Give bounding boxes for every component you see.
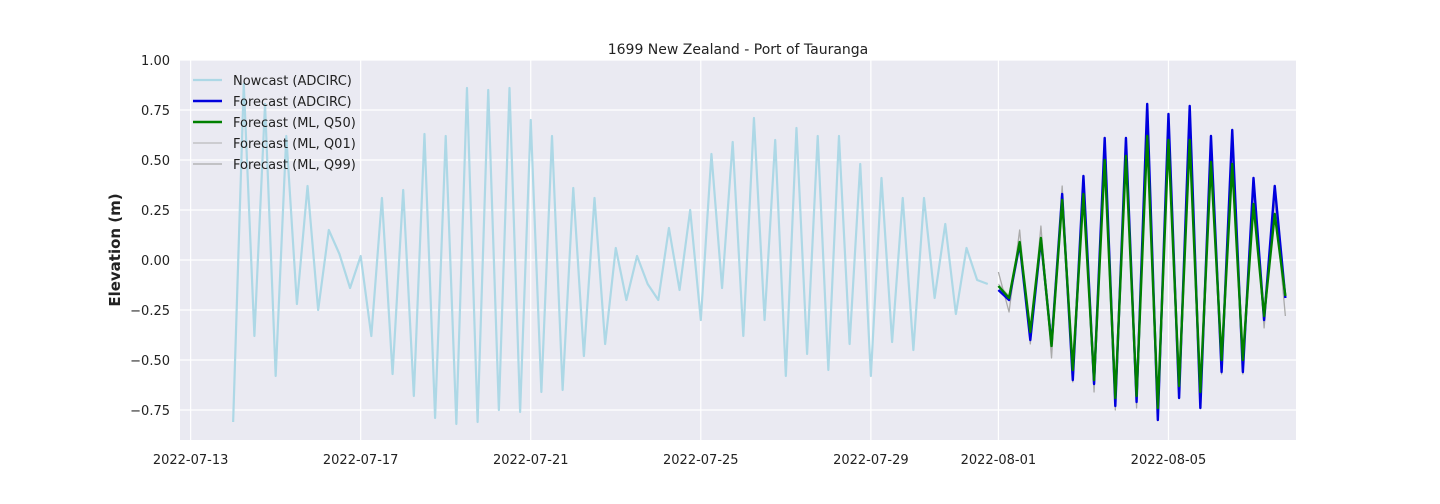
y-axis-label: Elevation (m): [106, 193, 124, 306]
legend-label-4: Forecast (ML, Q99): [233, 158, 356, 173]
legend-label-2: Forecast (ML, Q50): [233, 116, 356, 131]
chart-title: 1699 New Zealand - Port of Tauranga: [608, 42, 869, 58]
series-group: [232, 82, 1287, 426]
y-tick-labels: −0.75 −0.50 −0.25 0.00 0.25 0.50 0.75 1.00: [130, 54, 170, 419]
legend-label-1: Forecast (ADCIRC): [233, 95, 352, 110]
y-tick-label: 0.75: [141, 104, 170, 119]
x-tick-labels: 2022-07-13 2022-07-17 2022-07-21 2022-07-25…: [153, 453, 1206, 468]
y-tick-label: 1.00: [141, 54, 170, 69]
x-tick-label: 2022-07-13: [153, 453, 229, 468]
y-tick-label: 0.25: [141, 204, 170, 219]
legend-label-0: Nowcast (ADCIRC): [233, 74, 352, 89]
y-tick-label: −0.50: [130, 354, 170, 369]
series-line-0: [232, 82, 989, 426]
y-tick-label: 0.50: [141, 154, 170, 169]
y-tick-label: −0.75: [130, 404, 170, 419]
x-tick-label: 2022-08-01: [961, 453, 1037, 468]
x-tick-label: 2022-07-17: [323, 453, 399, 468]
legend-label-3: Forecast (ML, Q01): [233, 137, 356, 152]
y-tick-label: −0.25: [130, 304, 170, 319]
x-tick-label: 2022-07-21: [493, 453, 569, 468]
x-tick-label: 2022-07-25: [663, 453, 739, 468]
x-tick-label: 2022-08-05: [1131, 453, 1207, 468]
legend: Nowcast (ADCIRC) Forecast (ADCIRC) Forecas…: [193, 74, 356, 173]
series-line-2: [997, 134, 1287, 410]
x-tick-label: 2022-07-29: [833, 453, 909, 468]
y-tick-label: 0.00: [141, 254, 170, 269]
